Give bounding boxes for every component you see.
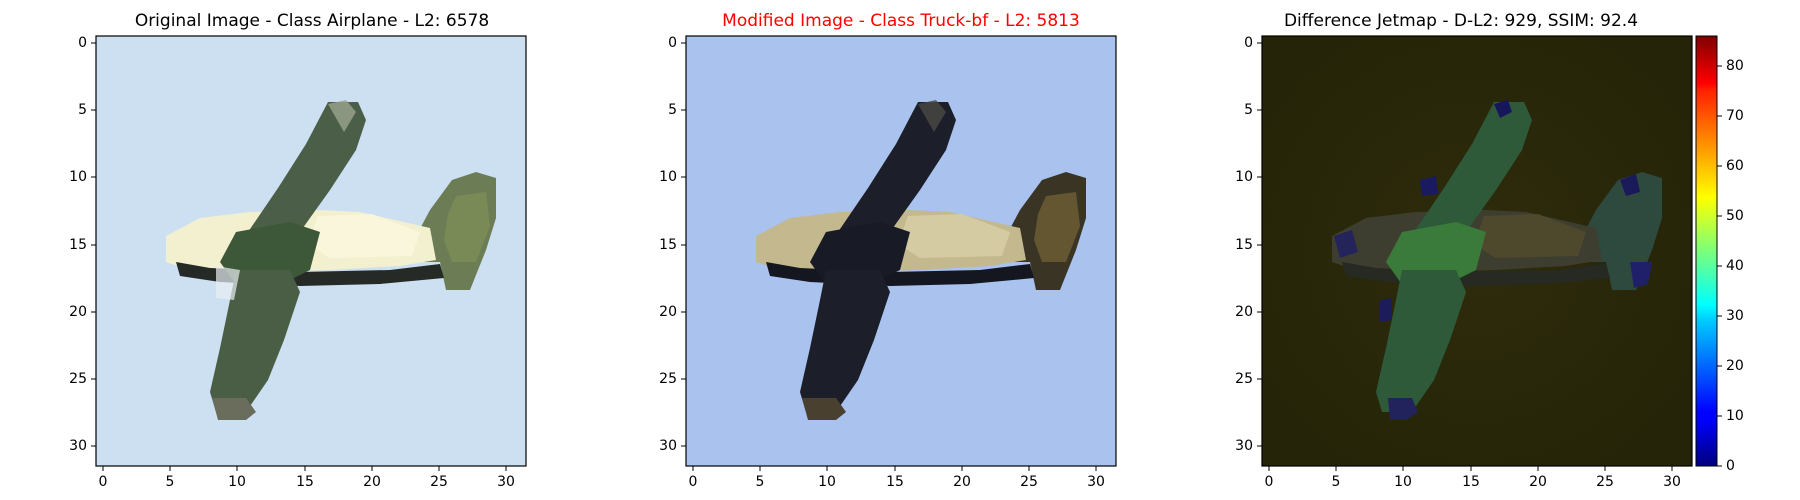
y-tick-label: 5	[78, 102, 87, 118]
x-axis-original: 0 5 10 15 20 25 30	[99, 466, 515, 490]
x-tick-label: 5	[166, 474, 175, 490]
y-axis-modified: 0 5 10 15 20 25 30	[659, 35, 686, 454]
y-tick-label: 15	[659, 237, 677, 253]
plot-frame-difference	[1261, 35, 1693, 467]
colorbar-tick-label: 70	[1726, 108, 1744, 124]
y-tick-label: 20	[1235, 304, 1253, 320]
x-tick-label: 25	[1020, 474, 1038, 490]
colorbar: 0 10 20 30 40 50 60 70 80	[1695, 35, 1744, 474]
y-tick-label: 10	[1235, 169, 1253, 185]
y-tick-label: 30	[1235, 438, 1253, 454]
x-tick-label: 5	[756, 474, 765, 490]
colorbar-tick-label: 60	[1726, 158, 1744, 174]
x-tick-label: 20	[363, 474, 381, 490]
panel-difference: Difference Jetmap - D-L2: 929, SSIM: 92.…	[1235, 11, 1744, 490]
panel-original: Original Image - Class Airplane - L2: 65…	[69, 11, 527, 490]
y-tick-label: 30	[69, 438, 87, 454]
x-tick-label: 20	[1529, 474, 1547, 490]
y-tick-label: 10	[659, 169, 677, 185]
plot-frame-modified	[685, 35, 1117, 467]
colorbar-gradient	[1695, 35, 1718, 467]
x-tick-label: 30	[497, 474, 515, 490]
x-tick-label: 15	[886, 474, 904, 490]
y-tick-label: 25	[69, 371, 87, 387]
plot-frame-original	[95, 35, 527, 467]
x-axis-difference: 0 5 10 15 20 25 30	[1265, 466, 1681, 490]
airplane-image-modified	[756, 100, 1086, 420]
panel-title-original: Original Image - Class Airplane - L2: 65…	[135, 11, 489, 31]
x-tick-label: 25	[1596, 474, 1614, 490]
y-tick-label: 0	[1244, 35, 1253, 51]
x-axis-modified: 0 5 10 15 20 25 30	[689, 466, 1105, 490]
x-tick-label: 0	[1265, 474, 1274, 490]
x-tick-label: 0	[689, 474, 698, 490]
panel-title-modified: Modified Image - Class Truck-bf - L2: 58…	[722, 11, 1080, 31]
colorbar-tick-label: 50	[1726, 208, 1744, 224]
y-tick-label: 25	[1235, 371, 1253, 387]
colorbar-tick-label: 20	[1726, 358, 1744, 374]
colorbar-ticks: 0 10 20 30 40 50 60 70 80	[1717, 58, 1744, 474]
y-tick-label: 30	[659, 438, 677, 454]
y-tick-label: 5	[1244, 102, 1253, 118]
colorbar-tick-label: 80	[1726, 58, 1744, 74]
panel-modified: Modified Image - Class Truck-bf - L2: 58…	[659, 11, 1117, 490]
x-tick-label: 10	[228, 474, 246, 490]
colorbar-tick-label: 30	[1726, 308, 1744, 324]
x-tick-label: 25	[430, 474, 448, 490]
y-tick-label: 25	[659, 371, 677, 387]
y-tick-label: 15	[1235, 237, 1253, 253]
colorbar-tick-label: 40	[1726, 258, 1744, 274]
x-tick-label: 5	[1332, 474, 1341, 490]
x-tick-label: 10	[1394, 474, 1412, 490]
y-tick-label: 10	[69, 169, 87, 185]
y-tick-label: 20	[659, 304, 677, 320]
x-tick-label: 30	[1663, 474, 1681, 490]
colorbar-tick-label: 0	[1726, 458, 1735, 474]
y-axis-difference: 0 5 10 15 20 25 30	[1235, 35, 1262, 454]
x-tick-label: 20	[953, 474, 971, 490]
difference-heatmap	[1332, 100, 1662, 420]
y-tick-label: 15	[69, 237, 87, 253]
airplane-image-original	[166, 100, 496, 420]
x-tick-label: 30	[1087, 474, 1105, 490]
x-tick-label: 10	[818, 474, 836, 490]
y-tick-label: 0	[78, 35, 87, 51]
y-tick-label: 20	[69, 304, 87, 320]
y-tick-label: 5	[668, 102, 677, 118]
x-tick-label: 15	[296, 474, 314, 490]
x-tick-label: 0	[99, 474, 108, 490]
y-axis-original: 0 5 10 15 20 25 30	[69, 35, 96, 454]
y-tick-label: 0	[668, 35, 677, 51]
x-tick-label: 15	[1462, 474, 1480, 490]
colorbar-tick-label: 10	[1726, 408, 1744, 424]
panel-title-difference: Difference Jetmap - D-L2: 929, SSIM: 92.…	[1284, 11, 1638, 31]
